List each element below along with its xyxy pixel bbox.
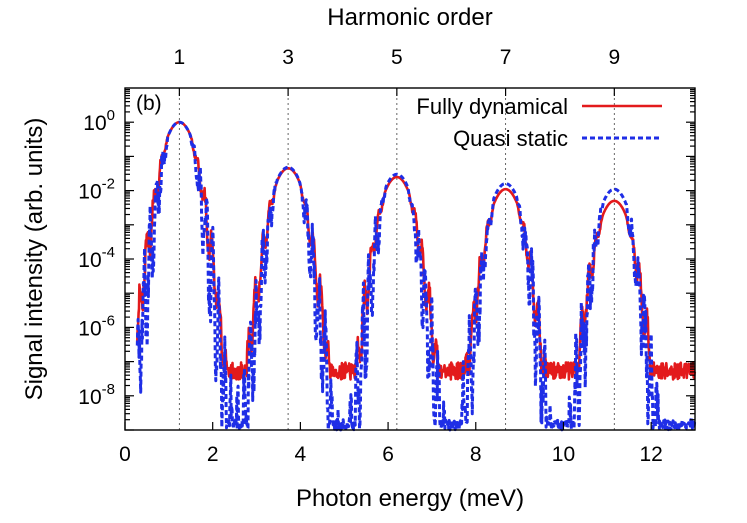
x-tick-label: 2: [207, 443, 219, 466]
axis-tick-labels: 0 2 4 6 8 10 12 1 3 5 7 9 10-8 10-6 10-4 10-2 100: [78, 46, 663, 466]
top-axis-title: Harmonic order: [327, 4, 492, 31]
legend-label-quasi-static: Quasi static: [453, 126, 568, 151]
x-tick-label: 4: [295, 443, 307, 466]
x-tick-label: 8: [470, 443, 482, 466]
legend: Fully dynamical Quasi static: [416, 94, 662, 151]
panel-label: (b): [136, 92, 162, 115]
axis-ticks: [124, 88, 695, 431]
y-tick-label: 10-8: [78, 381, 115, 409]
top-tick-label: 1: [174, 46, 186, 69]
series-line-quasi-static: [135, 120, 697, 432]
y-axis-title: Signal intensity (arb. units): [21, 118, 48, 401]
harmonic-guides: [178, 88, 615, 430]
top-tick-label: 9: [608, 46, 620, 69]
x-tick-label: 6: [382, 443, 394, 466]
x-tick-label: 12: [639, 443, 662, 466]
series-layer: [135, 120, 697, 432]
y-tick-label: 100: [83, 107, 115, 135]
y-tick-label: 10-4: [78, 244, 115, 272]
y-tick-label: 10-2: [78, 176, 115, 204]
top-tick-label: 5: [391, 46, 403, 69]
legend-label-fully-dynamical: Fully dynamical: [416, 94, 568, 119]
x-tick-label: 0: [119, 443, 131, 466]
x-axis-title: Photon energy (meV): [296, 485, 524, 512]
y-tick-label: 10-6: [78, 312, 115, 340]
top-tick-label: 7: [500, 46, 512, 69]
top-tick-label: 3: [282, 46, 294, 69]
x-tick-label: 10: [552, 443, 575, 466]
